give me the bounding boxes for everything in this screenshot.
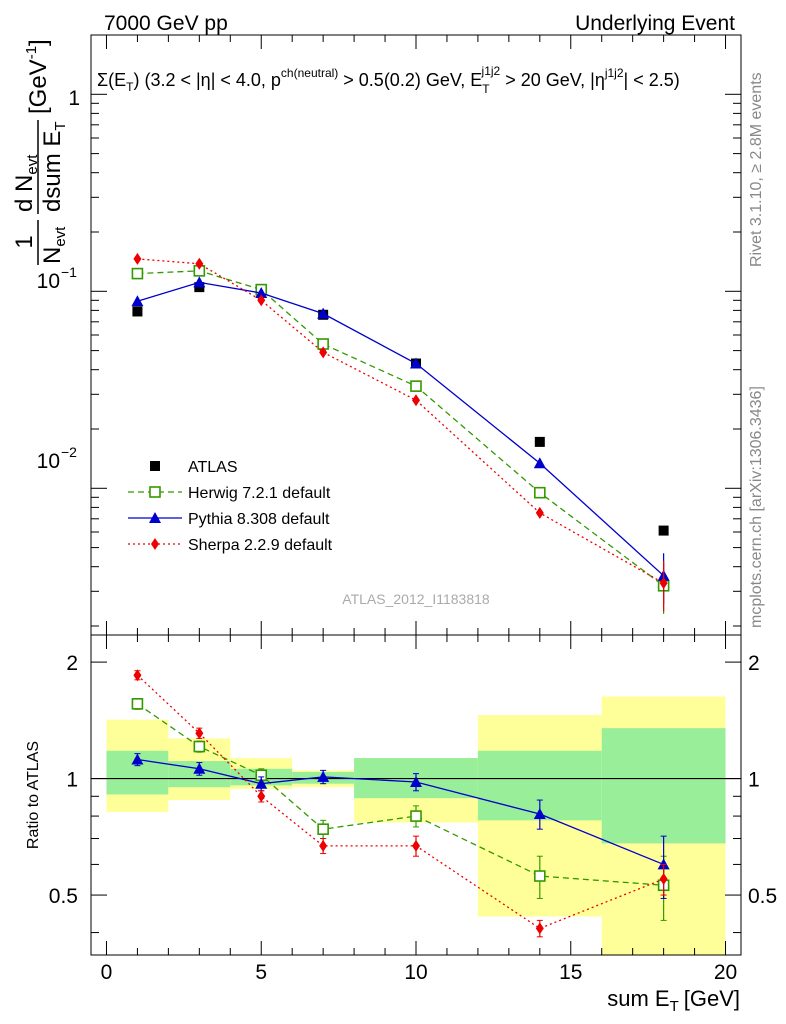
- uncertainty-band-inner: [601, 728, 726, 844]
- series-sherpa: [133, 252, 668, 612]
- series-pythia: [131, 276, 670, 604]
- ratio-data-point: [193, 740, 206, 753]
- ratio-plot-panel: 0 5 10 15 20 0.5 0.5 1 1 2 2 Ratio to ATLAS sum ET…: [25, 634, 777, 1015]
- ratio-data-point: [410, 775, 422, 787]
- ratio-data-point: [131, 698, 144, 710]
- ratio-axis-ticks: 0 5 10 15 20 0.5 0.5 1 1 2 2: [49, 635, 777, 984]
- data-point: [133, 252, 142, 265]
- legend-label: Pythia 8.308 default: [188, 511, 330, 528]
- analysis-watermark: ATLAS_2012_I1183818: [342, 591, 490, 607]
- ratio-data-point: [193, 762, 206, 774]
- ratio-data-point: [133, 669, 142, 682]
- main-axis-ticks: [91, 34, 741, 635]
- legend-marker: [149, 512, 161, 523]
- ylabel-unit: [GeV-1]: [23, 39, 52, 114]
- ratio-data-point: [412, 839, 420, 852]
- data-point: [255, 287, 268, 299]
- data-point: [534, 486, 546, 499]
- main-ytick-exp: −2: [61, 444, 77, 460]
- ratio-data-point: [535, 922, 544, 935]
- data-point: [534, 436, 545, 447]
- data-point: [658, 525, 669, 536]
- data-point: [410, 357, 422, 369]
- main-ytick-label-1: 1: [68, 87, 80, 110]
- data-point: [193, 276, 206, 288]
- series-herwig: [131, 265, 670, 614]
- ratio-ytick-label-right: 0.5: [748, 885, 777, 908]
- legend-label: Herwig 7.2.1 default: [188, 485, 331, 502]
- ratio-ytick-label-left: 1: [66, 769, 78, 792]
- main-ytick-base: 10: [37, 450, 60, 473]
- ratio-data-point: [257, 790, 266, 803]
- ratio-xtick-label: 10: [404, 961, 427, 984]
- rivet-label: Rivet 3.1.10, ≥ 2.8M events: [748, 72, 765, 267]
- main-ylabel: 1 Nevt d Nevt dsum ET [GeV-1]: [11, 39, 69, 265]
- ratio-xtick-label: 15: [559, 961, 582, 984]
- ratio-ytick-label-right: 2: [748, 652, 760, 675]
- main-ytick-base: 10: [37, 270, 60, 293]
- main-plot-marks: [131, 252, 670, 614]
- ratio-data-point: [317, 770, 330, 782]
- ratio-xtick-label: 20: [714, 961, 737, 984]
- main-ytick-exp: −1: [61, 264, 77, 280]
- ratio-xtick-label: 0: [101, 961, 113, 984]
- legend-marker: [150, 461, 160, 471]
- main-ytick-label-0.1: 10 −1: [37, 264, 78, 293]
- legend-marker: [151, 538, 159, 550]
- header-left: 7000 GeV pp: [104, 12, 228, 35]
- ratio-ytick-label-right: 1: [748, 769, 760, 792]
- ylabel-numerator: d Nevt: [11, 154, 41, 212]
- ratio-series-sherpa: [133, 669, 668, 938]
- ratio-data-point: [195, 727, 204, 740]
- ratio-data-point: [410, 810, 422, 822]
- ratio-data-point: [533, 807, 546, 819]
- data-point: [659, 577, 668, 590]
- legend-marker: [149, 486, 161, 498]
- ylabel-denominator: dsum ET: [39, 121, 69, 212]
- data-point: [131, 267, 144, 280]
- series-line: [137, 281, 665, 577]
- ratio-data-point: [255, 777, 268, 789]
- ratio-data-point: [317, 823, 329, 835]
- data-point: [533, 457, 546, 469]
- data-point: [535, 506, 544, 519]
- data-point: [257, 294, 266, 307]
- chart-title: Σ(ET) (3.2 < |η| < 4.0, pch(neutral) > 0…: [97, 64, 680, 96]
- legend-entry: ATLAS: [150, 459, 238, 476]
- legend-label: Sherpa 2.2.9 default: [188, 537, 333, 554]
- ratio-data-point: [659, 873, 668, 886]
- ratio-plot-marks: [91, 669, 741, 955]
- ratio-data-point: [534, 870, 546, 882]
- ratio-ytick-label-left: 0.5: [49, 885, 78, 908]
- data-point: [412, 394, 420, 407]
- data-point: [410, 380, 422, 392]
- main-ytick-label-0.01: 10 −2: [37, 444, 78, 473]
- data-point: [317, 307, 330, 319]
- ratio-xtick-label: 5: [255, 961, 267, 984]
- data-point: [132, 306, 143, 317]
- xlabel: sum ET [GeV]: [607, 986, 740, 1015]
- main-plot-panel: 1 10 −1 10 −2 Σ(ET) (3.2 < |η| < 4.0, pc…: [11, 34, 742, 636]
- series-line: [137, 258, 664, 584]
- data-point: [319, 346, 328, 359]
- header-right: Underlying Event: [575, 12, 735, 35]
- data-point: [195, 257, 204, 270]
- ylabel-nevt: Nevt: [39, 226, 69, 264]
- legend-entry: Sherpa 2.2.9 default: [128, 537, 333, 554]
- ratio-series-herwig: [131, 698, 670, 921]
- legend-entry: Pythia 8.308 default: [128, 511, 330, 528]
- ratio-data-point: [319, 839, 328, 852]
- ylabel-one: 1: [11, 235, 38, 248]
- ratio-ytick-label-left: 2: [66, 652, 78, 675]
- data-point: [131, 295, 144, 307]
- legend: ATLAS Herwig 7.2.1 default Pythia 8.308 de…: [128, 459, 333, 554]
- legend-label: ATLAS: [188, 459, 238, 476]
- mcplots-label: mcplots.cern.ch [arXiv:1306.3436]: [748, 386, 765, 628]
- legend-entry: Herwig 7.2.1 default: [128, 485, 331, 502]
- ratio-data-point: [131, 753, 144, 765]
- ratio-series-pythia: [131, 753, 670, 899]
- ratio-ylabel: Ratio to ATLAS: [25, 741, 42, 849]
